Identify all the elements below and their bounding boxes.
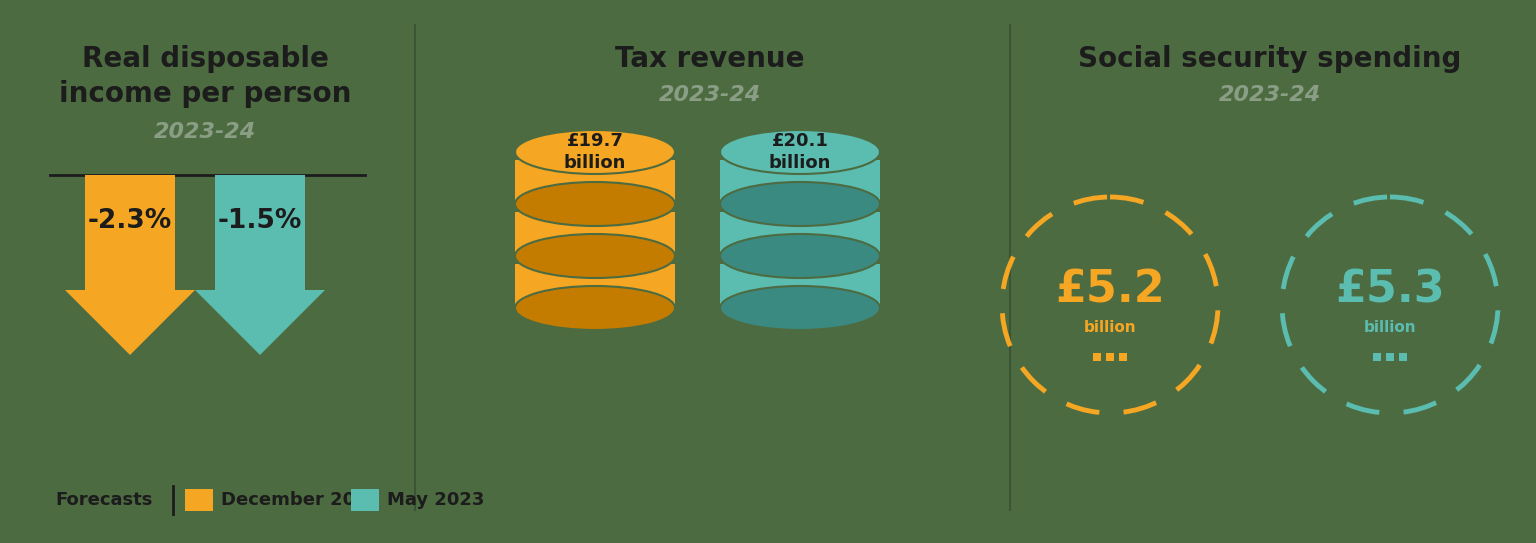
Ellipse shape [720,234,880,278]
Text: 2023-24: 2023-24 [1220,85,1321,105]
Polygon shape [515,264,674,308]
FancyBboxPatch shape [184,489,214,511]
Text: -2.3%: -2.3% [88,208,172,234]
Ellipse shape [515,234,674,278]
Ellipse shape [720,182,880,226]
Text: 2023-24: 2023-24 [154,122,257,142]
Ellipse shape [515,182,674,226]
Ellipse shape [720,286,880,330]
Text: May 2023: May 2023 [387,491,484,509]
Polygon shape [720,160,880,204]
Text: Tax revenue: Tax revenue [616,45,805,73]
Ellipse shape [515,286,674,330]
FancyBboxPatch shape [1106,353,1114,361]
Text: billion: billion [1364,319,1416,334]
Text: income per person: income per person [58,80,352,108]
Polygon shape [515,212,674,256]
Text: Real disposable: Real disposable [81,45,329,73]
Text: £19.7
billion: £19.7 billion [564,132,627,172]
Polygon shape [720,212,880,256]
FancyBboxPatch shape [1373,353,1381,361]
Text: December 2022: December 2022 [221,491,379,509]
Text: £5.3: £5.3 [1335,268,1445,312]
FancyBboxPatch shape [1385,353,1395,361]
Text: Social security spending: Social security spending [1078,45,1462,73]
FancyBboxPatch shape [1094,353,1101,361]
Text: Forecasts: Forecasts [55,491,152,509]
Text: 2023-24: 2023-24 [659,85,762,105]
Text: £5.2: £5.2 [1055,268,1164,312]
FancyBboxPatch shape [1120,353,1127,361]
Polygon shape [515,160,674,204]
FancyBboxPatch shape [352,489,379,511]
Text: billion: billion [1084,319,1137,334]
Polygon shape [65,175,195,355]
Polygon shape [720,264,880,308]
Text: £20.1
billion: £20.1 billion [770,132,831,172]
Ellipse shape [720,130,880,174]
Polygon shape [195,175,326,355]
Ellipse shape [515,130,674,174]
Text: -1.5%: -1.5% [218,208,303,234]
FancyBboxPatch shape [1399,353,1407,361]
